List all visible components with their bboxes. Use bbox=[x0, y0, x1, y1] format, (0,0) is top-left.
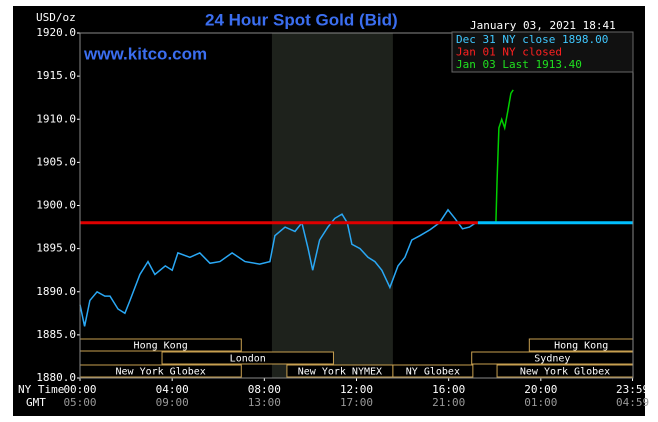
x2-tick-label: 01:00 bbox=[524, 396, 557, 409]
y-tick-label: 1885.0 bbox=[36, 328, 76, 341]
x-axis-label: NY Time bbox=[18, 383, 64, 396]
legend-label: Jan 01 NY closed bbox=[456, 46, 562, 59]
y-tick-label: 1905.0 bbox=[36, 155, 76, 168]
session-label: New York Globex bbox=[115, 367, 205, 378]
y-tick-label: 1895.0 bbox=[36, 242, 76, 255]
x-tick-label: 04:00 bbox=[156, 383, 189, 396]
x-tick-label: 16:00 bbox=[432, 383, 465, 396]
website: www.kitco.com bbox=[83, 44, 207, 63]
session-label: New York Globex bbox=[520, 367, 610, 378]
x-tick-label: 08:00 bbox=[248, 383, 281, 396]
chart-title: 24 Hour Spot Gold (Bid) bbox=[205, 10, 398, 29]
x-tick-label: 20:00 bbox=[524, 383, 557, 396]
y-tick-label: 1900.0 bbox=[36, 199, 76, 212]
x2-tick-label: 09:00 bbox=[156, 396, 189, 409]
x2-tick-label: 05:00 bbox=[63, 396, 96, 409]
legend-label: Jan 03 Last 1913.40 bbox=[456, 58, 582, 71]
x2-tick-label: 13:00 bbox=[248, 396, 281, 409]
plot-border bbox=[79, 32, 634, 379]
y-tick-label: 1880.0 bbox=[36, 371, 76, 384]
y-tick-label: 1920.0 bbox=[36, 26, 76, 39]
session-label: Sydney bbox=[534, 354, 570, 365]
y-tick-label: 1890.0 bbox=[36, 285, 76, 298]
legend-label: Dec 31 NY close 1898.00 bbox=[456, 33, 608, 46]
session-box bbox=[392, 364, 474, 378]
x-tick-label: 12:00 bbox=[340, 383, 373, 396]
x2-tick-label: 21:00 bbox=[432, 396, 465, 409]
legend-box bbox=[451, 31, 634, 73]
x2-axis-label: GMT bbox=[26, 396, 46, 409]
timestamp: January 03, 2021 18:41 bbox=[470, 19, 616, 32]
y-axis-label: USD/oz bbox=[36, 11, 76, 24]
session-label: Hong Kong bbox=[134, 341, 188, 352]
series-line bbox=[79, 208, 477, 327]
x-tick-label: 00:00 bbox=[63, 383, 96, 396]
session-label: New York NYMEX bbox=[298, 367, 382, 378]
session-label: London bbox=[230, 354, 266, 365]
y-tick-label: 1915.0 bbox=[36, 69, 76, 82]
session-label: Hong Kong bbox=[554, 341, 608, 352]
x2-tick-label: 17:00 bbox=[340, 396, 373, 409]
series-line bbox=[477, 89, 514, 224]
x2-tick-label: 04:59 bbox=[616, 396, 649, 409]
session-label: NY Globex bbox=[406, 367, 460, 378]
x-tick-label: 23:59 bbox=[616, 383, 649, 396]
session-box bbox=[161, 351, 334, 365]
shaded-region bbox=[271, 33, 393, 378]
y-tick-label: 1910.0 bbox=[36, 112, 76, 125]
